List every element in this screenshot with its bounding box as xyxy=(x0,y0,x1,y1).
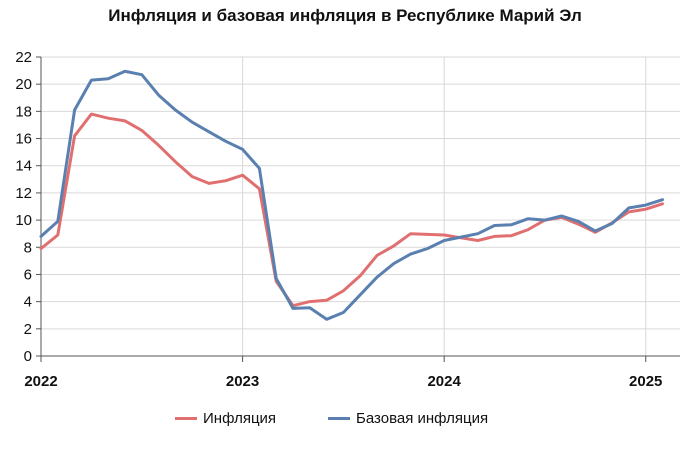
y-tick-label: 16 xyxy=(15,131,32,148)
x-tick-label: 2025 xyxy=(629,373,662,390)
y-tick-label: 12 xyxy=(15,185,32,202)
grid-lines xyxy=(41,56,680,356)
legend-swatch-inflation xyxy=(175,417,197,420)
legend-item-core-inflation: Базовая инфляция xyxy=(328,410,488,427)
y-tick-label: 20 xyxy=(15,76,32,93)
y-tick-label: 10 xyxy=(15,212,32,229)
y-tick-label: 6 xyxy=(24,266,32,283)
series-line-core-inflation xyxy=(39,69,664,321)
y-tick-label: 22 xyxy=(15,49,32,66)
y-tick-label: 18 xyxy=(15,103,32,120)
y-tick-label: 8 xyxy=(24,239,32,256)
chart-title: Инфляция и базовая инфляция в Республике… xyxy=(108,6,582,25)
x-tick-label: 2022 xyxy=(24,373,57,390)
legend-swatch-core-inflation xyxy=(328,417,350,420)
y-tick-label: 2 xyxy=(24,321,32,338)
series-lines xyxy=(39,69,664,321)
y-tick-label: 14 xyxy=(15,158,32,175)
legend-label-inflation: Инфляция xyxy=(203,410,277,427)
x-tick-label: 2024 xyxy=(427,373,461,390)
series-line-inflation xyxy=(39,112,664,308)
x-tick-label: 2023 xyxy=(226,373,259,390)
legend-item-inflation: Инфляция xyxy=(175,410,276,427)
legend-label-core-inflation: Базовая инфляция xyxy=(356,410,489,427)
y-tick-label: 0 xyxy=(24,348,32,365)
y-tick-label: 4 xyxy=(24,294,32,311)
axes xyxy=(36,56,680,362)
legend: Инфляция Базовая инфляция xyxy=(0,410,690,434)
